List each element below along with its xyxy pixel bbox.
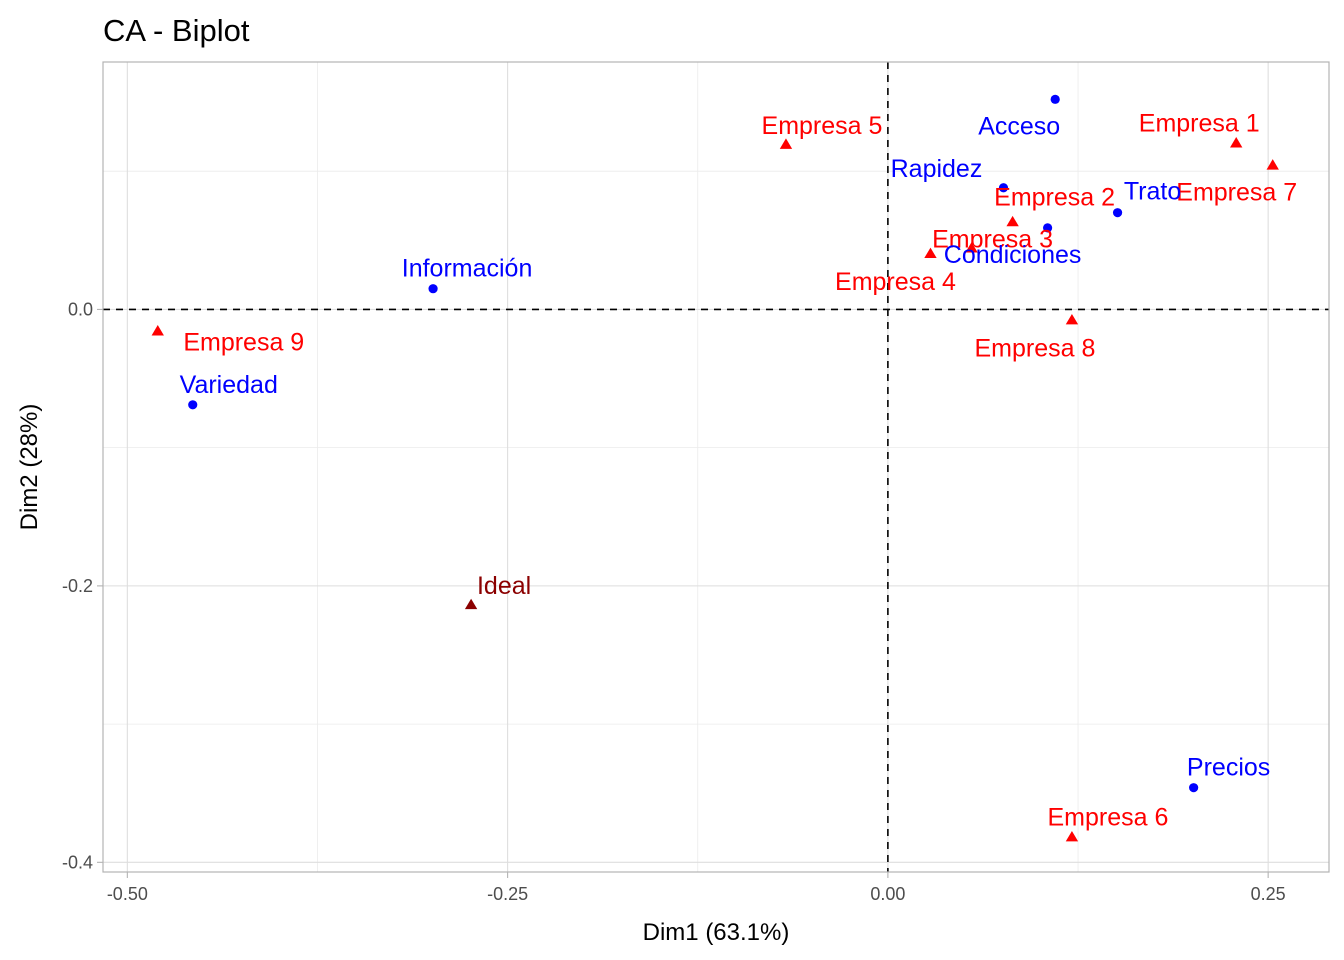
label-acceso: Acceso — [978, 112, 1060, 140]
point-ideal — [464, 598, 478, 610]
minor-gridlines — [103, 62, 1329, 872]
label-empresa-5: Empresa 5 — [762, 112, 883, 140]
point-precios — [1189, 783, 1199, 793]
panel-border — [102, 61, 1330, 873]
label-empresa-8: Empresa 8 — [974, 334, 1095, 362]
point-empresa-8 — [1065, 313, 1079, 325]
y-axis: 0.0 -0.2 -0.4 — [62, 299, 103, 872]
point-empresa-5 — [779, 138, 793, 149]
x-tick-label: -0.25 — [487, 884, 528, 904]
plot-panel: Empresa 1 Empresa 2 Empresa 3 Empresa 4 Empr… — [102, 61, 1330, 873]
label-empresa-2: Empresa 2 — [994, 183, 1115, 211]
label-trato: Trato — [1124, 178, 1181, 206]
reference-lines — [103, 62, 1329, 872]
point-empresa-9 — [151, 325, 164, 336]
point-empresa-6 — [1065, 830, 1079, 842]
data-points — [151, 94, 1279, 842]
label-empresa-9: Empresa 9 — [183, 329, 304, 357]
x-tick-label: 0.00 — [870, 884, 905, 904]
point-empresa-2 — [1006, 215, 1019, 227]
point-variedad — [188, 400, 198, 410]
point-trato — [1112, 208, 1123, 218]
label-rapidez: Rapidez — [891, 155, 983, 183]
y-tick-label: 0.0 — [68, 299, 93, 319]
label-precios: Precios — [1187, 754, 1270, 782]
label-empresa-1: Empresa 1 — [1139, 110, 1260, 138]
x-tick-label: -0.50 — [107, 884, 148, 904]
label-empresa-7: Empresa 7 — [1176, 179, 1297, 207]
point-rapidez — [998, 183, 1009, 193]
chart-title: CA - Biplot — [103, 13, 250, 48]
point-condiciones — [1042, 223, 1053, 233]
x-axis-title: Dim1 (63.1%) — [643, 919, 790, 946]
point-empresa-7 — [1266, 159, 1279, 170]
point-informacion — [428, 284, 438, 294]
x-axis: -0.50 -0.25 0.00 0.25 — [107, 872, 1286, 904]
label-informacion: Información — [402, 255, 533, 283]
label-ideal: Ideal — [477, 572, 531, 600]
x-tick-label: 0.25 — [1251, 884, 1286, 904]
y-tick-label: -0.4 — [62, 852, 93, 872]
y-axis-title: Dim2 (28%) — [16, 404, 43, 531]
point-empresa-4 — [924, 247, 937, 259]
label-empresa-3: Empresa 3 — [932, 226, 1053, 254]
panel-background — [103, 62, 1329, 872]
point-empresa-3 — [965, 242, 978, 253]
point-labels: Empresa 1 Empresa 2 Empresa 3 Empresa 4 Empr… — [180, 110, 1298, 832]
point-acceso — [1050, 94, 1060, 104]
label-condiciones: Condiciones — [944, 241, 1082, 269]
label-empresa-4: Empresa 4 — [835, 268, 956, 296]
point-empresa-1 — [1230, 137, 1243, 148]
y-tick-label: -0.2 — [62, 576, 93, 596]
label-empresa-6: Empresa 6 — [1047, 803, 1168, 831]
label-variedad: Variedad — [180, 371, 278, 399]
